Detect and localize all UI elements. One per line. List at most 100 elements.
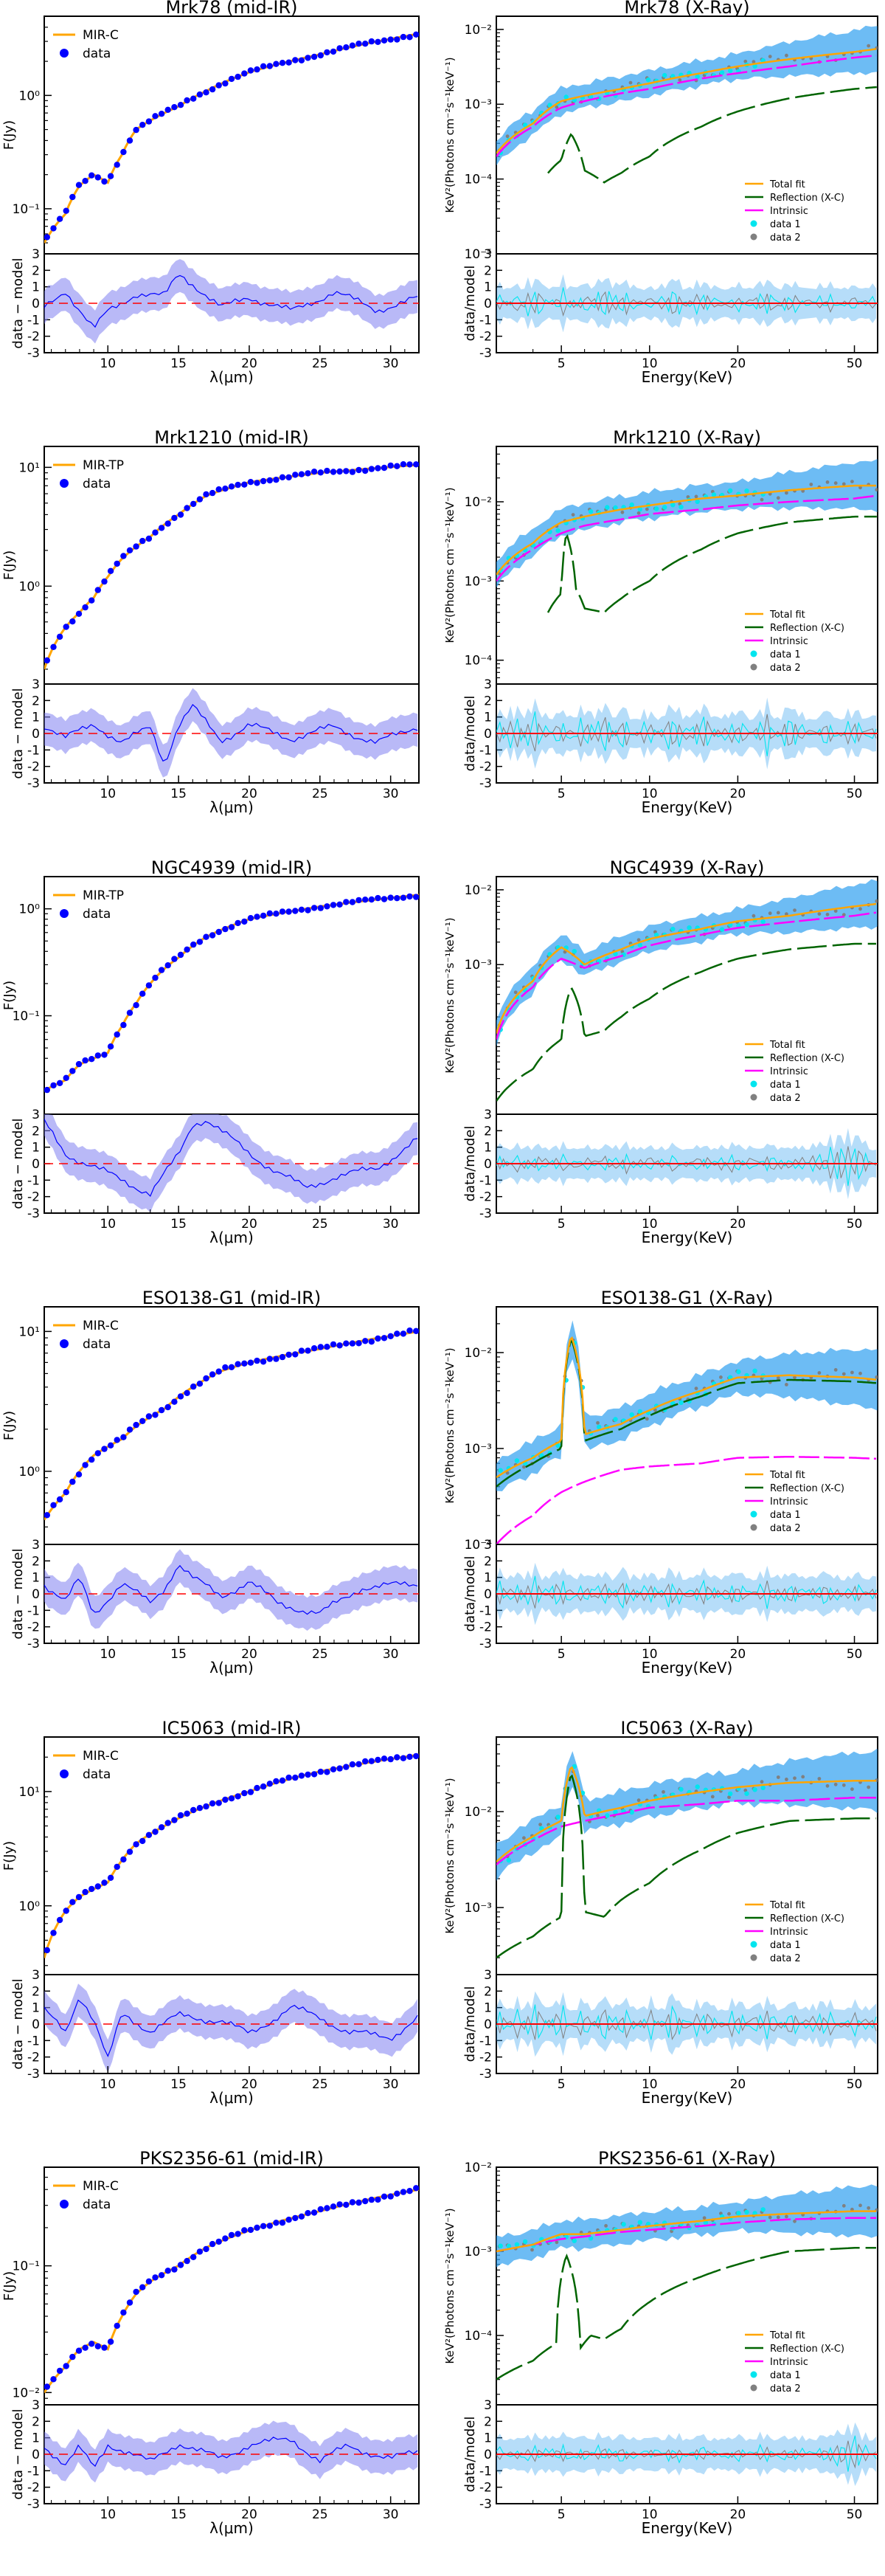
data2-point [776, 1775, 780, 1779]
data1-point [613, 1809, 618, 1814]
data-point [387, 1333, 394, 1340]
xtick-label: 20 [730, 356, 746, 371]
data-point [381, 896, 388, 902]
xtick-label: 10 [100, 1647, 116, 1662]
data-point [330, 1766, 337, 1772]
data-point [406, 893, 413, 900]
reflection-curve [546, 515, 877, 614]
data-point [158, 111, 165, 117]
data2-point [841, 1372, 846, 1376]
residual-ytick-label: 0 [32, 2017, 40, 2032]
data2-point [850, 1370, 854, 1375]
legend-data-label: data [83, 477, 111, 491]
ir-ytick-label: 10¹ [19, 460, 40, 475]
data-point [209, 932, 216, 939]
data-point [215, 928, 222, 936]
data-point [298, 471, 305, 477]
data-point [164, 2268, 171, 2274]
xr-ytick-label: 10⁻⁴ [465, 1538, 493, 1553]
data-point [413, 2185, 419, 2192]
data1-point [736, 1369, 741, 1375]
data-point [305, 470, 311, 477]
data1-point [522, 2239, 528, 2245]
data-point [164, 1403, 171, 1411]
data-point [247, 67, 254, 74]
legend-label: data 2 [770, 2383, 801, 2394]
xtick-label: 10 [642, 1217, 658, 1232]
residual-ytick-label: 2 [484, 1124, 492, 1139]
xr-ytick-label: 10⁻⁴ [465, 654, 493, 669]
legend-data-label: data [83, 46, 111, 61]
xtick-label: 15 [170, 2507, 187, 2522]
legend-label: data 1 [770, 1510, 801, 1521]
xray-resid-ylabel: data/model [462, 696, 478, 772]
data-point [44, 1947, 50, 1954]
data-point [381, 464, 388, 472]
legend-data-swatch [60, 49, 69, 58]
xtick-label: 5 [558, 787, 566, 801]
residual-band [44, 688, 418, 778]
data-point [203, 1375, 209, 1382]
xtick-label: 10 [100, 1217, 116, 1232]
data-point [56, 1080, 63, 1087]
data1-point [744, 1791, 749, 1796]
data-point [75, 1471, 83, 1478]
xr-ytick-label: 10⁻⁴ [465, 2329, 493, 2344]
legend-label: data 2 [770, 1953, 801, 1964]
legend-label: data 1 [770, 649, 801, 660]
data-point [330, 2203, 337, 2210]
residual-ytick-label: 0 [484, 297, 492, 311]
data2-point [867, 44, 871, 48]
data-point [107, 1442, 114, 1449]
data2-point [858, 907, 862, 911]
residual-ytick-label: 1 [484, 1571, 492, 1586]
xray-resid-ylabel: data/model [462, 266, 478, 342]
ir-ytick-label: 10¹ [19, 1785, 40, 1800]
data-point [241, 918, 248, 925]
legend-data-label: data [83, 907, 111, 922]
data1-point [555, 1814, 560, 1820]
legend-model-label: MIR-C [83, 1319, 119, 1333]
data-point [266, 63, 273, 69]
data-point [94, 1052, 101, 1059]
residual-ytick-label: 3 [484, 1968, 492, 1983]
data-point [400, 461, 407, 468]
residual-ytick-label: -3 [27, 346, 40, 361]
data-point [120, 2309, 127, 2316]
data-point [241, 2227, 248, 2234]
data1-point [728, 488, 733, 494]
xray-xlabel: Energy(KeV) [642, 368, 733, 386]
data-point [44, 1086, 50, 1094]
data-point [196, 939, 204, 945]
data-point [145, 118, 153, 125]
data-point [152, 1412, 159, 1418]
residual-ytick-label: -3 [479, 1637, 492, 1651]
data-point [317, 469, 324, 476]
data-point [152, 113, 159, 120]
data-point [241, 70, 248, 77]
data-point [241, 481, 248, 488]
residual-ytick-label: -1 [27, 1603, 40, 1618]
data-point [215, 1368, 222, 1375]
data-point [114, 1437, 120, 1443]
legend-label: data 1 [770, 2370, 801, 2381]
data-point [120, 1856, 127, 1863]
data-point [317, 905, 324, 911]
data-point [222, 1364, 229, 1371]
residual-ytick-label: -3 [27, 1637, 40, 1651]
data-point [133, 1841, 139, 1848]
legend-label: Reflection (X-C) [770, 1483, 844, 1494]
data-point [247, 915, 254, 922]
residual-ytick-label: 0 [484, 1157, 492, 1172]
data-point [56, 215, 63, 222]
data-point [222, 486, 229, 492]
reflection-curve [547, 86, 877, 184]
data-point [254, 2224, 260, 2231]
data-point [260, 2223, 267, 2229]
legend-label: Total fit [769, 179, 805, 190]
legend-label: Intrinsic [770, 1496, 808, 1508]
legend-swatch [750, 2371, 757, 2378]
residual-ytick-label: -2 [27, 330, 40, 345]
data2-point [793, 908, 796, 912]
residual-ytick-label: 0 [32, 1157, 40, 1172]
